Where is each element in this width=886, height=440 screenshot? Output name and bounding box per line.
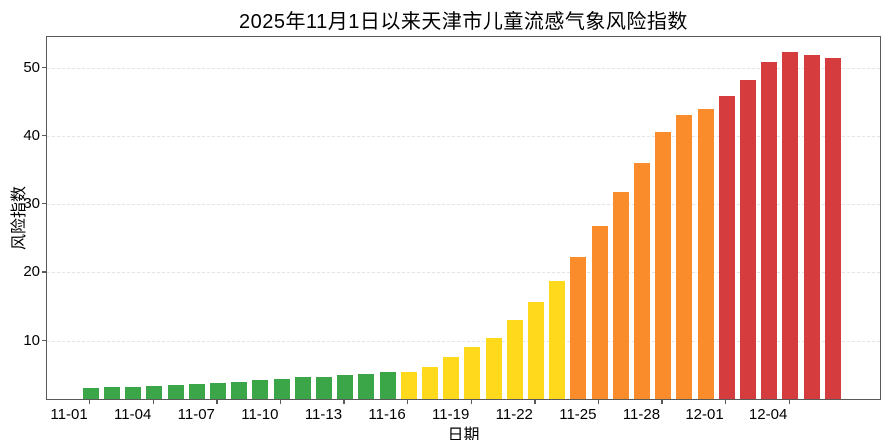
bar-12-04 [782, 52, 799, 399]
bar-11-04 [146, 386, 163, 399]
x-tick-mark [343, 400, 345, 404]
x-tick-label-11-19: 11-19 [432, 406, 470, 423]
bar-11-27 [633, 163, 650, 399]
bar-12-05 [803, 54, 820, 399]
bar-11-11 [294, 377, 311, 399]
bar-11-12 [315, 376, 332, 399]
x-tick-mark [788, 400, 790, 404]
gridline-30 [47, 204, 880, 206]
x-tick-label-11-10: 11-10 [241, 406, 279, 423]
y-tick-mark [42, 135, 46, 137]
gridline-50 [47, 67, 880, 69]
x-tick-mark [470, 400, 472, 404]
gridline-40 [47, 136, 880, 138]
y-tick-label-10: 10 [23, 331, 40, 349]
x-tick-label-11-16: 11-16 [368, 406, 406, 423]
y-tick-mark [42, 271, 46, 273]
x-tick-label-12-04: 12-04 [748, 406, 788, 423]
bar-11-20 [485, 337, 502, 399]
bar-11-24 [570, 256, 587, 399]
x-tick-mark [725, 400, 727, 404]
bar-11-18 [443, 356, 460, 399]
bar-11-22 [527, 301, 544, 399]
chart-title: 2025年11月1日以来天津市儿童流感气象风险指数 [239, 11, 688, 33]
x-tick-label-11-07: 11-07 [177, 406, 215, 423]
x-tick-mark [216, 400, 218, 404]
bar-11-13 [337, 375, 354, 399]
bar-11-06 [188, 384, 205, 399]
bar-11-15 [379, 372, 396, 399]
bar-12-01 [718, 96, 735, 399]
x-tick-mark [407, 400, 409, 404]
bar-11-26 [612, 192, 629, 399]
bar-11-03 [125, 386, 142, 399]
bar-11-28 [655, 131, 672, 399]
x-tick-mark [597, 400, 600, 404]
y-tick-label-30: 30 [23, 195, 40, 213]
x-tick-label-12-01: 12-01 [685, 406, 724, 423]
x-tick-mark [89, 400, 91, 404]
x-tick-mark [661, 400, 663, 404]
bar-11-07 [209, 382, 226, 399]
bar-11-19 [464, 347, 481, 399]
gridline-20 [47, 272, 880, 274]
bar-12-06 [824, 58, 841, 399]
bar-11-16 [400, 371, 417, 399]
x-tick-label-11-13: 11-13 [304, 406, 343, 423]
bar-11-01 [82, 388, 99, 399]
y-tick-mark [42, 339, 46, 341]
x-tick-label-11-04: 11-04 [114, 406, 152, 423]
x-tick-label-11-01: 11-01 [50, 406, 88, 423]
y-tick-label-20: 20 [23, 263, 40, 281]
x-tick-label-11-28: 11-28 [622, 406, 661, 423]
bar-12-03 [761, 62, 778, 399]
bar-11-30 [697, 109, 714, 399]
x-axis-label: 日期 [447, 427, 480, 440]
x-tick-mark [279, 400, 282, 404]
bar-11-25 [591, 225, 608, 399]
x-tick-mark [534, 400, 536, 404]
gridline-10 [47, 340, 880, 342]
bar-11-17 [421, 366, 438, 399]
bar-11-05 [167, 384, 184, 399]
y-tick-mark [42, 66, 46, 69]
x-tick-label-11-25: 11-25 [559, 406, 597, 423]
bar-11-10 [273, 378, 290, 399]
y-tick-label-50: 50 [23, 58, 40, 76]
x-tick-mark [152, 400, 154, 404]
bar-11-02 [103, 387, 120, 399]
y-tick-mark [42, 203, 46, 205]
bar-11-29 [676, 114, 693, 399]
bar-11-09 [252, 379, 269, 399]
bar-11-14 [358, 373, 375, 399]
x-tick-label-11-22: 11-22 [495, 406, 533, 423]
bar-11-21 [506, 319, 523, 399]
y-tick-label-40: 40 [23, 127, 40, 145]
bar-11-23 [549, 281, 566, 399]
plot-area [46, 36, 881, 400]
bar-12-02 [739, 80, 756, 399]
bar-11-08 [231, 381, 248, 399]
